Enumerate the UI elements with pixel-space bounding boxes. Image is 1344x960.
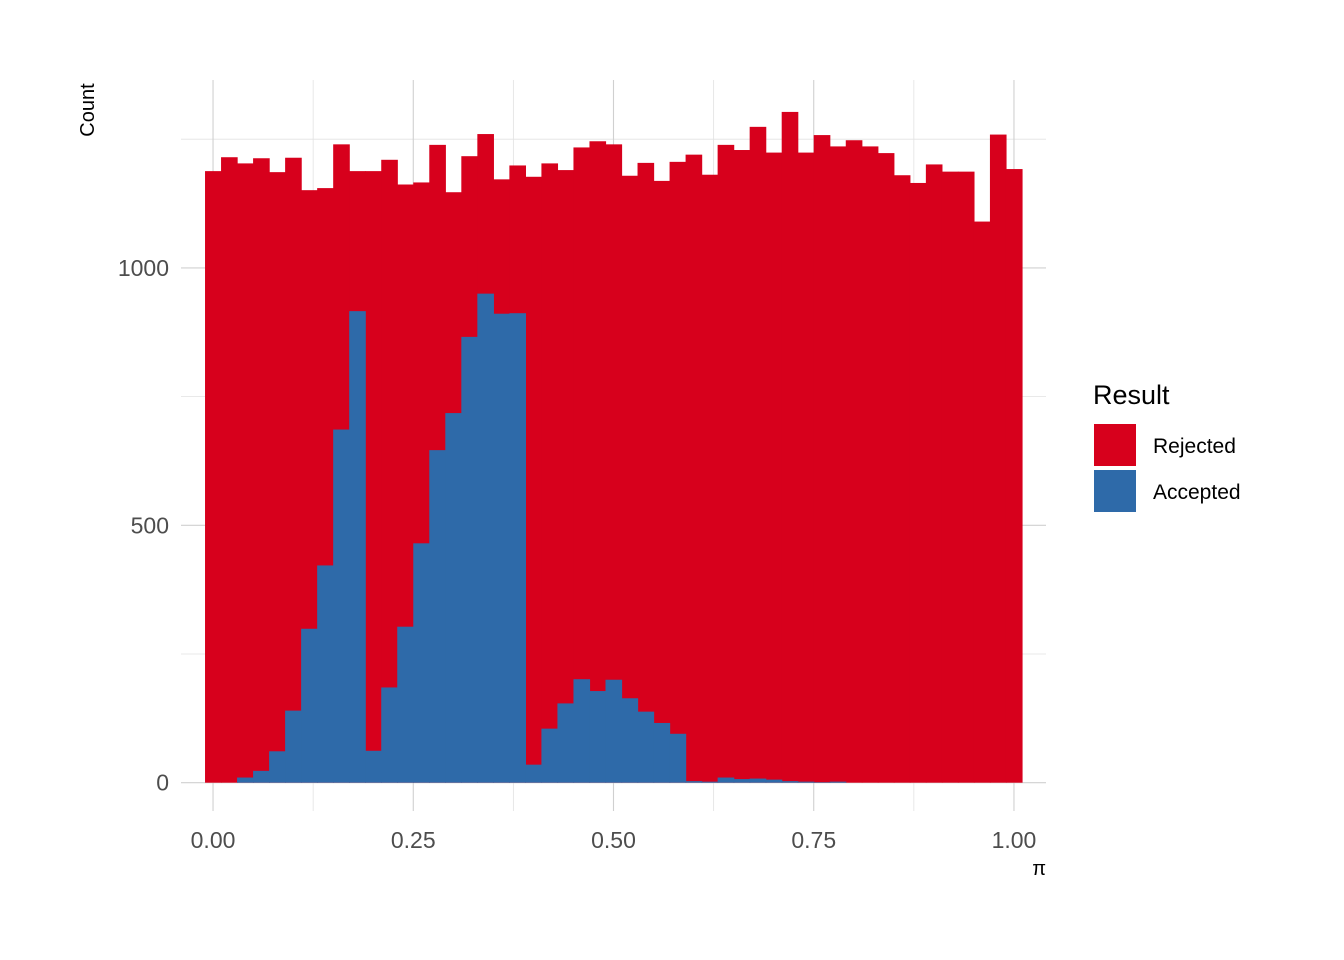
accepted-bar (317, 565, 334, 783)
rejected-bar (621, 175, 639, 783)
y-axis-tick-labels: 0 500 1000 (118, 255, 169, 796)
accepted-bar (781, 781, 799, 783)
rejected-bar (893, 175, 911, 783)
rejected-bar (973, 221, 991, 783)
rejected-bar (525, 176, 543, 783)
rejected-bar (637, 162, 655, 783)
rejected-bar (1005, 169, 1023, 783)
accepted-bar (285, 710, 302, 783)
accepted-bar (573, 679, 591, 783)
legend-label-rejected: Rejected (1153, 435, 1236, 458)
accepted-bar (477, 293, 494, 783)
rejected-bar (957, 171, 975, 783)
rejected-bar (605, 144, 623, 783)
accepted-bar (589, 691, 607, 783)
rejected-bar (237, 163, 254, 783)
rejected-bar (365, 171, 382, 783)
accepted-bar (493, 313, 510, 783)
rejected-bar (797, 152, 815, 783)
accepted-bar (829, 781, 847, 783)
accepted-bar (429, 450, 446, 783)
rejected-bar (701, 174, 719, 783)
rejected-bar (381, 159, 398, 783)
rejected-bar (653, 180, 671, 783)
x-axis-title: π (1032, 858, 1046, 880)
rejected-bar (877, 153, 895, 783)
accepted-bar (365, 750, 382, 783)
y-axis-title: Count (77, 83, 99, 137)
accepted-bar (685, 781, 703, 783)
x-tick-label: 0.75 (791, 827, 836, 853)
rejected-bar (573, 147, 591, 783)
rejected-bar (205, 171, 222, 783)
rejected-bar (221, 157, 238, 783)
accepted-bar (237, 777, 254, 783)
rejected-bar (685, 154, 703, 783)
accepted-bar (813, 782, 831, 783)
rejected-bar (589, 141, 607, 783)
accepted-bar (733, 779, 751, 783)
accepted-bar (509, 313, 526, 783)
accepted-bar (749, 778, 767, 783)
rejected-bar (557, 170, 575, 783)
accepted-bar (797, 781, 815, 783)
rejected-bar (989, 134, 1007, 783)
accepted-bar (349, 311, 366, 783)
rejected-bar (749, 126, 767, 783)
accepted-bar (525, 764, 543, 783)
accepted-bar (253, 770, 270, 783)
rejected-bar (717, 144, 735, 783)
rejected-bar (909, 182, 927, 783)
rejected-bar (781, 111, 799, 783)
accepted-bar (269, 751, 286, 783)
rejected-bar (845, 140, 863, 783)
y-tick-label: 0 (156, 770, 169, 796)
x-axis-tick-labels: 0.00 0.25 0.50 0.75 1.00 (191, 827, 1037, 853)
rejected-bar (733, 150, 751, 783)
accepted-bar (445, 413, 462, 783)
rejected-bar (285, 157, 302, 783)
accepted-bar (653, 722, 671, 783)
accepted-bar (765, 779, 783, 783)
accepted-bar (397, 626, 414, 783)
legend-key-accepted (1094, 470, 1136, 512)
accepted-bars (237, 293, 847, 783)
accepted-bar (669, 733, 687, 783)
accepted-bar (605, 679, 623, 783)
x-tick-label: 0.50 (591, 827, 636, 853)
rejected-bar (269, 172, 286, 783)
legend: Result Rejected Accepted (1093, 380, 1241, 512)
accepted-bar (381, 687, 398, 783)
x-tick-label: 0.00 (191, 827, 236, 853)
x-tick-label: 1.00 (992, 827, 1037, 853)
rejected-bar (765, 152, 783, 783)
rejected-bar (541, 163, 559, 783)
legend-key-rejected (1094, 424, 1136, 466)
accepted-bar (701, 781, 719, 783)
rejected-bar (669, 161, 687, 783)
rejected-bar (861, 146, 879, 783)
accepted-bar (557, 703, 575, 783)
rejected-bar (925, 164, 943, 783)
rejected-bar (253, 158, 270, 783)
legend-label-accepted: Accepted (1153, 481, 1241, 504)
accepted-bar (717, 777, 735, 783)
accepted-bar (637, 711, 655, 783)
rejected-bar (813, 135, 831, 783)
rejected-bar (829, 146, 847, 783)
accepted-bar (413, 543, 430, 783)
legend-title: Result (1093, 380, 1170, 410)
accepted-bar (301, 628, 318, 783)
y-tick-label: 1000 (118, 255, 169, 281)
rejected-bar (941, 171, 959, 783)
accepted-bar (333, 429, 350, 783)
accepted-bar (541, 728, 559, 783)
accepted-bar (621, 698, 639, 783)
x-tick-label: 0.25 (391, 827, 436, 853)
accepted-bar (461, 336, 478, 783)
y-tick-label: 500 (131, 512, 169, 538)
